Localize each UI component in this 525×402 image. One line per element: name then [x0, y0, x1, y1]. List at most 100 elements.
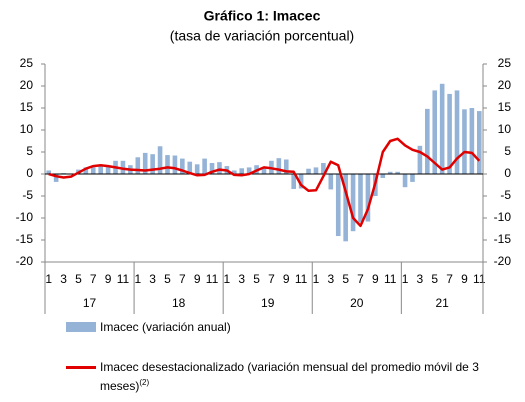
bar — [239, 168, 245, 174]
bar — [157, 146, 163, 174]
y2-tick-label: -20 — [494, 254, 512, 268]
y2-tick-label: -5 — [500, 188, 511, 202]
x-tick-label: 5 — [75, 272, 82, 286]
x-tick-label: 5 — [342, 272, 349, 286]
y2-tick-label: 5 — [504, 144, 511, 158]
bar — [165, 155, 170, 174]
x-tick-label: 9 — [461, 272, 468, 286]
x-tick-label: 3 — [60, 272, 67, 286]
x-tick-label: 1 — [313, 272, 320, 286]
y-tick-label: -20 — [16, 254, 34, 268]
bar — [232, 170, 237, 174]
bar — [83, 167, 89, 174]
bar — [90, 167, 96, 174]
bar — [209, 163, 215, 174]
y2-tick-label: 10 — [498, 122, 512, 136]
bar — [335, 174, 341, 237]
year-label: 18 — [172, 296, 186, 310]
bar — [410, 174, 415, 182]
x-tick-label: 11 — [384, 272, 397, 286]
bar — [180, 158, 185, 174]
year-label: 17 — [83, 296, 97, 310]
bar — [350, 174, 356, 232]
y-tick-label: -15 — [16, 232, 34, 246]
legend-label: Imacec desestacionalizado (variación men… — [100, 360, 500, 394]
y-tick-label: 20 — [20, 78, 34, 92]
bar — [246, 167, 252, 174]
x-tick-label: 7 — [446, 272, 453, 286]
y-tick-label: -10 — [16, 210, 34, 224]
x-tick-label: 3 — [417, 272, 424, 286]
y2-tick-label: 0 — [504, 166, 511, 180]
chart-subtitle: (tasa de variación porcentual) — [170, 28, 354, 44]
x-tick-label: 9 — [194, 272, 201, 286]
year-label: 20 — [350, 296, 364, 310]
bar — [172, 155, 178, 174]
bar — [447, 93, 452, 174]
bar — [402, 174, 408, 188]
bar — [395, 171, 400, 174]
y-tick-label: 10 — [20, 122, 34, 136]
bar — [476, 111, 482, 174]
x-tick-label: 5 — [431, 272, 438, 286]
x-tick-label: 5 — [253, 272, 260, 286]
y-tick-label: -5 — [22, 188, 33, 202]
x-tick-label: 7 — [90, 272, 97, 286]
legend-swatch — [66, 322, 96, 332]
y-tick-label: 0 — [26, 166, 33, 180]
x-tick-label: 7 — [268, 272, 275, 286]
x-tick-label: 3 — [238, 272, 245, 286]
bar — [298, 174, 304, 189]
bar — [417, 145, 423, 174]
x-tick-label: 3 — [327, 272, 334, 286]
x-tick-label: 1 — [402, 272, 409, 286]
bar — [462, 109, 467, 174]
x-tick-label: 1 — [224, 272, 231, 286]
bar — [187, 161, 193, 174]
legend-note: (2) — [139, 378, 150, 387]
bar — [283, 159, 289, 174]
bar — [150, 154, 155, 174]
bar — [217, 162, 222, 174]
bar — [358, 174, 363, 223]
bar — [454, 90, 460, 174]
x-tick-label: 9 — [105, 272, 112, 286]
y-tick-label: 5 — [26, 144, 33, 158]
y2-tick-label: 25 — [498, 56, 512, 70]
x-tick-label: 3 — [149, 272, 156, 286]
y2-tick-label: 15 — [498, 100, 512, 114]
bar — [105, 166, 111, 174]
y-tick-label: 25 — [20, 56, 34, 70]
x-tick-label: 11 — [473, 272, 486, 286]
year-label: 19 — [261, 296, 275, 310]
bar — [46, 170, 52, 174]
bar — [321, 163, 326, 174]
y2-tick-label: -15 — [494, 232, 512, 246]
bar — [202, 158, 207, 174]
legend-swatch — [66, 366, 96, 369]
x-tick-label: 1 — [45, 272, 52, 286]
y2-tick-label: -10 — [494, 210, 512, 224]
x-tick-label: 7 — [179, 272, 186, 286]
bar — [432, 90, 438, 174]
year-label: 21 — [435, 296, 449, 310]
bar — [380, 174, 386, 178]
y2-tick-label: 20 — [498, 78, 512, 92]
x-tick-label: 9 — [283, 272, 290, 286]
bar — [194, 164, 200, 174]
x-tick-label: 11 — [295, 272, 308, 286]
x-tick-label: 9 — [372, 272, 379, 286]
legend-label: Imacec (variación anual) — [100, 320, 231, 334]
bar — [313, 167, 319, 174]
chart-title: Gráfico 1: Imacec — [204, 8, 321, 24]
x-tick-label: 11 — [206, 272, 219, 286]
bar — [469, 108, 475, 174]
line — [48, 137, 481, 228]
y-tick-label: 15 — [20, 100, 34, 114]
bar — [291, 174, 296, 189]
x-tick-label: 7 — [357, 272, 364, 286]
bar — [261, 167, 267, 174]
bar — [142, 152, 148, 174]
